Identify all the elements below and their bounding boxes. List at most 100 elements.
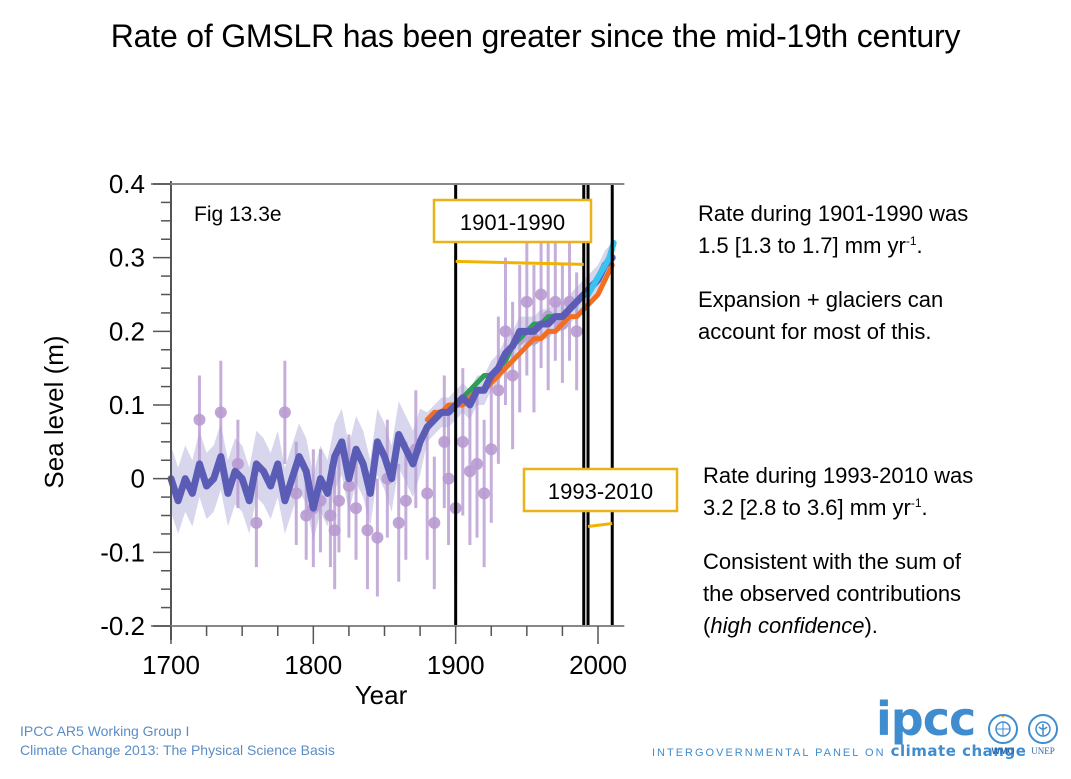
proxy-point <box>332 449 345 553</box>
proxy-point <box>570 272 583 391</box>
y-tick-label: 0.3 <box>109 243 145 273</box>
proxy-point <box>231 419 244 509</box>
proxy-marker <box>193 413 206 426</box>
tagline-bold: climate change <box>890 742 1027 760</box>
proxy-marker <box>371 531 384 544</box>
note-line: Consistent with the sum of <box>703 549 962 574</box>
proxy-marker <box>456 435 469 448</box>
proxy-marker <box>278 406 291 419</box>
note-line: Rate during 1993-2010 was <box>703 463 974 488</box>
unep-label: UNEP <box>1031 746 1055 756</box>
note-line: 3.2 [2.8 to 3.6] mm yr <box>703 495 911 520</box>
footer-line-1: IPCC AR5 Working Group I <box>20 723 190 739</box>
rate-trend-line <box>455 259 584 266</box>
note-superscript: -1 <box>905 234 917 248</box>
proxy-point <box>250 478 263 568</box>
rate-note-1901-1990: Rate during 1901-1990 was 1.5 [1.3 to 1.… <box>698 198 968 348</box>
proxy-point <box>399 441 412 560</box>
proxy-marker <box>350 502 363 515</box>
proxy-marker <box>506 369 519 382</box>
proxy-marker <box>463 465 476 478</box>
rate-note-1993-2010: Rate during 1993-2010 was 3.2 [2.8 to 3.… <box>703 460 973 642</box>
note-punct: . <box>916 233 923 258</box>
period-label-box <box>432 198 593 244</box>
period-labels: 1901-1990 1993-2010 <box>432 198 679 529</box>
proxy-point <box>193 375 206 464</box>
proxy-marker <box>392 516 405 529</box>
proxy-point <box>428 456 441 590</box>
note-punct: . <box>921 495 928 520</box>
period-lines <box>454 184 614 626</box>
tagline-text: INTERGOVERNMENTAL PANEL ON <box>652 747 891 759</box>
proxy-marker <box>361 524 374 537</box>
proxy-point <box>492 316 505 464</box>
proxy-point <box>456 368 469 516</box>
proxy-point <box>471 390 484 538</box>
proxy-point <box>506 301 519 450</box>
proxy-marker <box>570 325 583 338</box>
proxy-marker <box>342 480 355 493</box>
proxy-point <box>485 375 498 523</box>
wmo-emblem-icon <box>988 714 1018 744</box>
period-label-1993-2010: 1993-2010 <box>522 467 679 529</box>
period-label-box <box>522 467 679 513</box>
note-line: 1.5 [1.3 to 1.7] mm yr <box>698 233 906 258</box>
proxy-marker <box>535 288 548 301</box>
y-tick-label: 0 <box>131 464 145 494</box>
wmo-logo: WMO <box>983 714 1023 756</box>
x-tick-label: 1700 <box>142 650 200 680</box>
proxy-marker <box>471 457 484 470</box>
axes: -0.2 -0.1 0 0.1 0.2 0.3 0.4 1700 1800 1900 2000 <box>100 169 627 680</box>
note-line: Expansion + glaciers can <box>698 287 944 312</box>
proxy-point <box>520 228 533 376</box>
y-tick-label: -0.2 <box>100 611 145 641</box>
note-punct: ( <box>703 613 711 638</box>
proxy-point <box>392 463 405 582</box>
ipcc-tagline: INTERGOVERNMENTAL PANEL ON climate chang… <box>652 742 1026 760</box>
proxy-marker <box>421 487 434 500</box>
proxy-point <box>463 397 476 545</box>
y-tick-label: 0.2 <box>109 316 145 346</box>
proxy-marker <box>442 472 455 485</box>
proxy-point <box>549 242 562 361</box>
proxy-marker <box>399 494 412 507</box>
proxy-point <box>535 220 548 369</box>
proxy-marker <box>520 295 533 308</box>
footer-line-2: Climate Change 2013: The Physical Scienc… <box>20 742 335 758</box>
rate-trend-line <box>587 522 613 529</box>
proxy-marker <box>485 443 498 456</box>
proxy-point <box>371 478 384 597</box>
unep-emblem-icon <box>1028 714 1058 744</box>
period-label-1901-1990: 1901-1990 <box>432 198 593 266</box>
proxy-marker <box>492 384 505 397</box>
proxy-point <box>278 360 291 464</box>
period-label-text: 1993-2010 <box>548 479 653 504</box>
note-punct: ). <box>864 613 878 638</box>
x-tick-label: 1800 <box>284 650 342 680</box>
proxy-marker <box>549 295 562 308</box>
note-line: account for most of this. <box>698 319 932 344</box>
proxy-marker <box>428 516 441 529</box>
wmo-label: WMO <box>991 746 1015 756</box>
x-axis-label: Year <box>355 680 408 710</box>
proxy-point <box>342 434 355 538</box>
note-superscript: -1 <box>910 496 922 510</box>
proxy-point <box>499 257 512 405</box>
x-tick-label: 2000 <box>569 650 627 680</box>
figure-annotation: Fig 13.3e <box>194 203 282 226</box>
footer-report-info: IPCC AR5 Working Group I Climate Change … <box>20 722 335 760</box>
proxy-marker <box>250 516 263 529</box>
proxy-point <box>478 419 491 568</box>
y-axis-label: Sea level (m) <box>39 335 69 488</box>
proxy-points <box>193 220 583 597</box>
note-line: Rate during 1901-1990 was <box>698 201 969 226</box>
proxy-point <box>442 412 455 545</box>
proxy-marker <box>290 487 303 500</box>
series-line-altimetry <box>585 239 617 298</box>
proxy-point <box>214 360 227 464</box>
ipcc-logo: ipcc <box>876 692 976 746</box>
y-tick-label: 0.4 <box>109 169 145 199</box>
note-line: the observed contributions <box>703 581 962 606</box>
proxy-marker <box>214 406 227 419</box>
proxy-point <box>350 456 363 560</box>
